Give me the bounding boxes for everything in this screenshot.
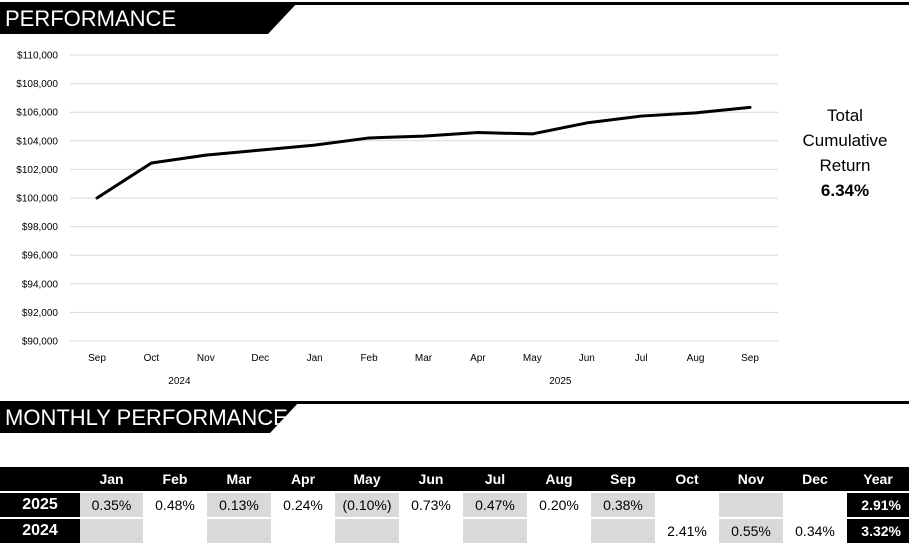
table-cell [655, 491, 719, 517]
monthly-performance-header: MONTHLY PERFORMANCE [0, 401, 909, 433]
monthly-performance-table: Jan Feb Mar Apr May Jun Jul Aug Sep Oct … [0, 467, 909, 543]
table-cell [719, 491, 783, 517]
column-header: Aug [527, 467, 591, 491]
table-cell: 0.48% [143, 491, 207, 517]
y-tick-label: $106,000 [16, 108, 58, 119]
column-header: Apr [271, 467, 335, 491]
y-tick-label: $94,000 [22, 279, 59, 290]
table-cell [271, 517, 335, 543]
table-cell: 2.41% [655, 517, 719, 543]
table-cell [207, 517, 271, 543]
table-cell: 0.73% [399, 491, 463, 517]
series-line [95, 105, 752, 200]
x-tick-label: Sep [741, 353, 759, 364]
y-tick-label: $90,000 [22, 337, 59, 348]
row-year-total: 2.91% [847, 491, 909, 517]
table-cell: 0.38% [591, 491, 655, 517]
table-cell [399, 517, 463, 543]
x-tick-label: Jun [579, 353, 595, 364]
total-return-label-1: Total [827, 106, 863, 125]
table-cell: (0.10%) [335, 491, 399, 517]
table-cell [463, 517, 527, 543]
column-header: Mar [207, 467, 271, 491]
table-cell: 0.35% [80, 491, 143, 517]
total-return-label-3: Return [819, 156, 871, 175]
table-cell [80, 517, 143, 543]
table-cell: 0.55% [719, 517, 783, 543]
x-group-label: 2025 [549, 376, 572, 387]
column-header: Sep [591, 467, 655, 491]
total-return-summary: Total Cumulative Return 6.34% [785, 103, 905, 203]
total-return-value: 6.34% [820, 181, 870, 200]
x-tick-label: Mar [415, 353, 433, 364]
y-tick-label: $102,000 [16, 165, 58, 176]
row-year-total: 3.32% [847, 517, 909, 543]
x-tick-label: Sep [88, 353, 106, 364]
column-header: Jun [399, 467, 463, 491]
column-header: Nov [719, 467, 783, 491]
table-cell: 0.47% [463, 491, 527, 517]
table-cell [143, 517, 207, 543]
y-tick-label: $104,000 [16, 136, 58, 147]
x-tick-label: Dec [251, 353, 269, 364]
y-tick-label: $92,000 [22, 308, 59, 319]
y-tick-label: $100,000 [16, 194, 58, 205]
table-cell: 0.24% [271, 491, 335, 517]
column-header: Year [847, 467, 909, 491]
column-header: Dec [783, 467, 847, 491]
table-cell [591, 517, 655, 543]
y-tick-label: $98,000 [22, 222, 59, 233]
x-tick-label: Nov [197, 353, 215, 364]
x-tick-label: Jul [635, 353, 648, 364]
column-header: May [335, 467, 399, 491]
y-tick-label: $96,000 [22, 251, 59, 262]
table-cell [783, 491, 847, 517]
row-year: 2024 [0, 517, 80, 543]
performance-title: PERFORMANCE [0, 2, 298, 34]
total-return-label-2: Cumulative [802, 131, 888, 150]
table-cell: 0.34% [783, 517, 847, 543]
monthly-performance-title: MONTHLY PERFORMANCE [0, 401, 300, 433]
row-year: 2025 [0, 491, 80, 517]
x-group-label: 2024 [168, 376, 191, 387]
performance-header: PERFORMANCE [0, 2, 909, 34]
x-tick-label: Oct [144, 353, 160, 364]
table-cell [335, 517, 399, 543]
x-tick-label: Aug [687, 353, 705, 364]
table-row: 2024 2.41% 0.55% 0.34% 3.32% [0, 517, 909, 543]
performance-line-chart: $90,000 $92,000 $94,000 $96,000 $98,000 $100,… [16, 51, 778, 387]
table-row: 2025 0.35% 0.48% 0.13% 0.24% (0.10%) 0.7… [0, 491, 909, 517]
table-cell [527, 517, 591, 543]
header-rule [0, 2, 909, 5]
table-cell: 0.13% [207, 491, 271, 517]
table-cell: 0.20% [527, 491, 591, 517]
x-tick-label: Feb [360, 353, 378, 364]
column-header: Feb [143, 467, 207, 491]
x-tick-label: May [523, 353, 542, 364]
x-tick-label: Jan [307, 353, 323, 364]
column-header: Jul [463, 467, 527, 491]
x-tick-label: Apr [470, 353, 486, 364]
column-header: Oct [655, 467, 719, 491]
column-header: Jan [80, 467, 143, 491]
table-header-row: Jan Feb Mar Apr May Jun Jul Aug Sep Oct … [0, 467, 909, 491]
y-tick-label: $110,000 [17, 51, 58, 62]
header-rule [0, 401, 909, 404]
y-tick-label: $108,000 [16, 79, 58, 90]
column-header [0, 467, 80, 491]
